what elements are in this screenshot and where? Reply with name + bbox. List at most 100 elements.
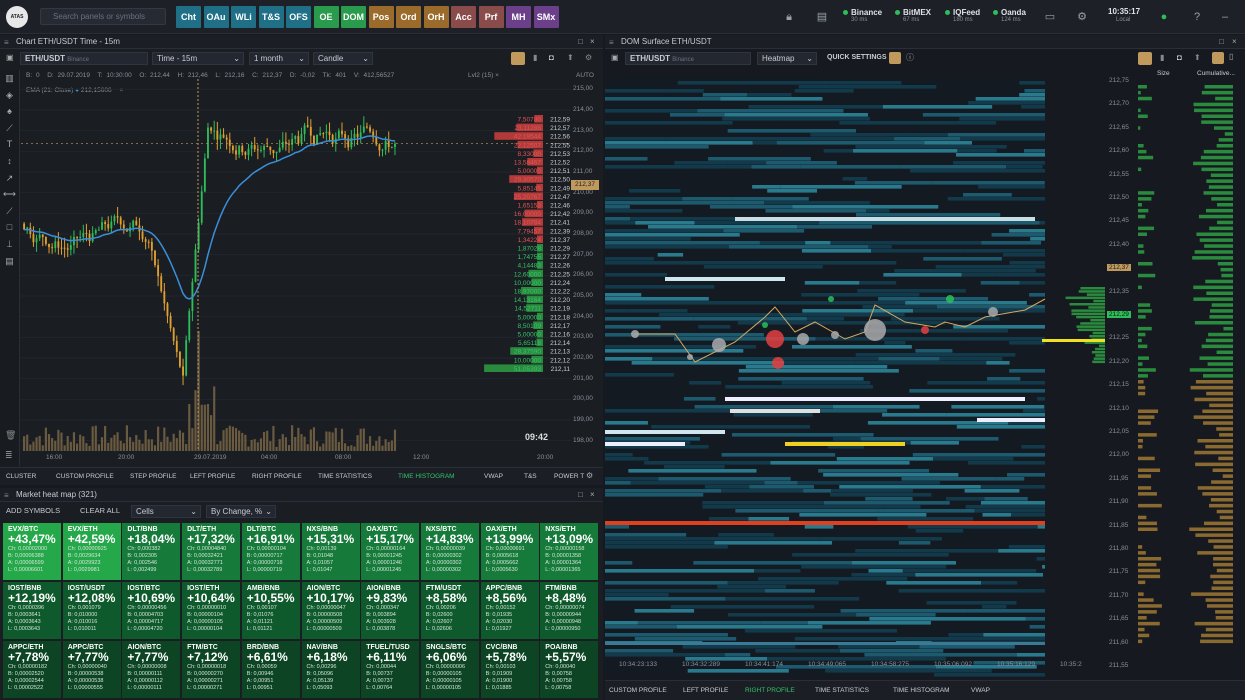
dom-price-axis[interactable]: 212,75 212,70 212,65 212,60 212,55 212,50 212,… [1105,77,1138,685]
dom-camera-icon[interactable]: ◘ [1177,53,1182,62]
close-icon[interactable]: × [590,37,595,46]
horizontal-line-icon[interactable]: ⟷ [3,189,16,200]
dom-mode-selector[interactable]: Heatmap ⌄ [757,52,817,65]
dom-maximize-icon[interactable]: □ [1219,37,1224,46]
heatmap-tile[interactable]: FTM/USDT +8,58% Ch: 0,00206 B: 0,02600 A: 0,… [420,582,479,639]
folder-icon[interactable]: ▣ [6,53,14,62]
dom-tab-custom-profile[interactable]: CUSTOM PROFILE [609,687,667,694]
workspace-button-prf[interactable]: Prf [478,6,504,28]
list-icon[interactable]: ≣ [5,450,13,460]
cursor-icon[interactable]: ▥ [5,73,14,83]
workspace-button-ord[interactable]: Ord [396,6,421,28]
dom-tab-time-statistics[interactable]: TIME STATISTICS [815,687,869,694]
heatmap-tile[interactable]: IOST/USDT +12,08% Ch: 0,001079 B: 0,010000 A… [62,582,121,639]
tab-step-profile[interactable]: STEP PROFILE [130,473,177,480]
layout-icon[interactable]: ▤ [816,11,828,23]
workspace-button-cht[interactable]: Cht [176,6,201,28]
heatmap-close-icon[interactable]: × [590,490,595,499]
heatmap-tile[interactable]: AION/BTC +10,17% Ch: 0,00000047 B: 0,000005… [301,582,360,639]
heatmap-maximize-icon[interactable]: □ [578,490,583,499]
heatmap-tile[interactable]: POA/BNB +5,57% Ch: 0,00040 B: 0,00758 A: 0,0… [540,641,599,698]
clear-all-button[interactable]: CLEAR ALL [80,506,121,515]
heatmap-tile[interactable]: AION/BTC +7,77% Ch: 0,00000008 B: 0,0000011… [122,641,181,698]
menu-icon[interactable]: ≡ [4,38,9,47]
price-chart[interactable]: 7,50780 212,59 23,11288 212,57 42,19544 212,5… [21,79,571,451]
dom-share-icon[interactable]: ⬆ [1194,53,1201,62]
heatmap-tile[interactable]: DLT/BTC +16,91% Ch: 0,00000104 B: 0,0000071… [241,523,300,580]
heatmap-tile[interactable]: AION/BNB +9,83% Ch: 0,000347 B: 0,003894 A: … [361,582,420,639]
dom-heatmap[interactable] [605,77,1245,685]
heatmap-tile[interactable]: IOST/ETH +10,64% Ch: 0,00000010 B: 0,000001… [182,582,241,639]
search-chart-icon[interactable] [511,52,525,65]
maximize-icon[interactable]: □ [578,37,583,46]
dom-symbol-selector[interactable]: ETH/USDT Binance [625,52,751,65]
trend-line-icon[interactable]: ⟋ [6,205,13,216]
tab-time-histogram[interactable]: TIME HISTOGRAM [398,473,455,480]
heatmap-tile[interactable]: EVX/BTC +43,47% Ch: 0,00002000 B: 0,0000638… [3,523,61,580]
heatmap-tile[interactable]: FTM/BNB +8,48% Ch: 0,00000074 B: 0,00000944… [540,582,599,639]
heatmap-tile[interactable]: TFUEL/TUSD +6,11% Ch: 0,00044 B: 0,00737 A: … [361,641,420,698]
vertical-line-icon[interactable]: ↕ [7,155,12,166]
dom-tab-left-profile[interactable]: LEFT PROFILE [683,687,729,694]
tab-time-statistics[interactable]: TIME STATISTICS [318,473,372,480]
delete-drawings-icon[interactable]: 🗑︎ [5,430,17,440]
heatmap-tile[interactable]: APPC/BTC +7,77% Ch: 0,00000040 B: 0,0000053… [62,641,121,698]
feed-binance[interactable]: Binance 30 ms [843,8,882,23]
dom-search-icon[interactable] [1138,52,1152,65]
tab-custom-profile[interactable]: CUSTOM PROFILE [56,473,114,480]
workspace-button-dom[interactable]: DOM [341,6,366,28]
heatmap-tile[interactable]: IOST/BTC +10,69% Ch: 0,00000456 B: 0,000047… [122,582,181,639]
ema-legend[interactable]: EMA (21: Close) ● 212,15606 × [26,87,124,94]
share-icon[interactable]: ⬆ [567,53,574,62]
heatmap-tile[interactable]: DLT/BNB +18,04% Ch: 0,000382 B: 0,002305 A: … [122,523,181,580]
tab-t-s[interactable]: T&S [524,473,537,480]
tab-power-t[interactable]: POWER T [554,473,585,480]
heatmap-tile[interactable]: NXS/BTC +14,83% Ch: 0,00000039 B: 0,0000030… [420,523,479,580]
workspace-button-acc[interactable]: Acc [451,6,476,28]
dom-column-icon[interactable] [1212,52,1224,64]
time-axis[interactable]: 16:00 20:00 29.07.2019 04:00 08:00 12:00 20:00 [21,451,571,465]
price-axis[interactable]: 215,00 214,00 213,00 212,00 211,00 210,00 209,… [571,79,603,451]
dom-close-icon[interactable]: × [1232,37,1237,46]
workspace-button-wli[interactable]: WLi [231,6,256,28]
lvl2-legend[interactable]: Lvl2 (15) × [468,72,499,79]
workspace-button-oe[interactable]: OE [313,6,339,28]
settings-icon[interactable]: ⚙ [585,53,593,62]
dom-menu-icon[interactable]: ≡ [609,38,614,47]
rectangle-icon[interactable]: □ [6,222,13,233]
view-selector[interactable]: Cells ⌄ [131,505,201,518]
heatmap-menu-icon[interactable]: ≡ [4,491,9,500]
heatmap-tile[interactable]: AMB/BNB +10,55% Ch: 0,00107 B: 0,01076 A: 0,… [241,582,300,639]
lock-icon[interactable]: 🔒︎ [786,11,792,23]
heatmap-tile[interactable]: NXS/ETH +13,09% Ch: 0,00000158 B: 0,0000135… [540,523,599,580]
add-symbols-button[interactable]: ADD SYMBOLS [6,506,61,515]
workspace-button-pos[interactable]: Pos [368,6,394,28]
heatmap-tile[interactable]: BRD/BNB +6,61% Ch: 0,00059 B: 0,00946 A: 0,0… [241,641,300,698]
ruler-icon[interactable]: ▤ [5,255,14,266]
dom-tab-time-histogram[interactable]: TIME HISTOGRAM [893,687,950,694]
minimize-icon[interactable]: – [1221,11,1229,23]
heatmap-tile[interactable]: APPC/BNB +8,56% Ch: 0,00152 B: 0,01935 A: 0,… [480,582,539,639]
heatmap-tile[interactable]: FTM/BTC +7,12% Ch: 0,00000018 B: 0,00000270… [182,641,241,698]
dom-trash-icon[interactable]: ▮ [1160,53,1165,62]
heatmap-tile[interactable]: DLT/ETH +17,32% Ch: 0,00004840 B: 0,0003242… [182,523,241,580]
layers-icon[interactable]: ◈ [6,89,13,100]
heatmap-tile[interactable]: NXS/BNB +15,31% Ch: 0,00139 B: 0,01048 A: 0,… [301,523,360,580]
period-selector[interactable]: 1 month ⌄ [249,52,309,65]
dom-tab-vwap[interactable]: VWAP [971,687,990,694]
trash-icon[interactable]: ▮ [533,53,538,62]
workspace-button-ofs[interactable]: OFS [286,6,311,28]
tab-vwap[interactable]: VWAP [484,473,503,480]
app-logo[interactable]: ATAS [6,6,28,28]
dom-tool-icon[interactable] [889,52,901,64]
heatmap-tile[interactable]: OAX/ETH +13,99% Ch: 0,00000691 B: 0,0005618… [480,523,539,580]
camera-icon[interactable]: ◘ [549,53,554,62]
auto-scale-label[interactable]: AUTO [576,72,594,79]
timeframe-selector[interactable]: Time - 15m ⌄ [152,52,244,65]
text-tool-icon[interactable]: T [6,139,13,150]
heatmap-tile[interactable]: APPC/ETH +7,78% Ch: 0,00000182 B: 0,0000252… [3,641,61,698]
feed-bitmex[interactable]: BitMEX 67 ms [895,8,931,23]
brush-icon[interactable]: ⟋ [6,122,13,133]
heatmap-tile[interactable]: IOST/BNB +12,19% Ch: 0,0000396 B: 0,0003641… [3,582,61,639]
heatmap-tile[interactable]: OAX/BTC +15,17% Ch: 0,00000164 B: 0,0000124… [361,523,420,580]
